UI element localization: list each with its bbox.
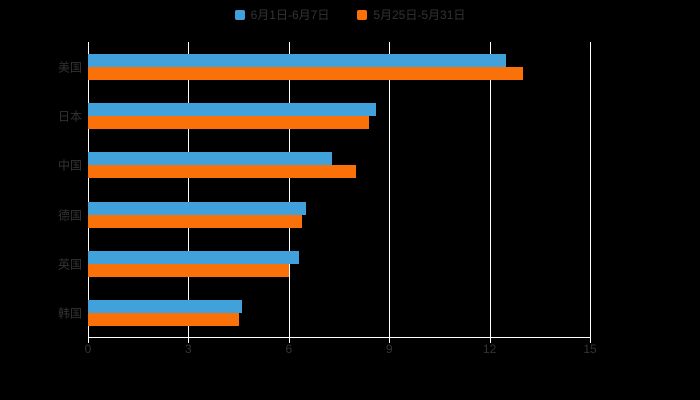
y-axis-labels: 美国日本中国德国英国韩国 — [0, 42, 82, 338]
gridline — [590, 42, 591, 338]
x-axis-tick-label: 15 — [583, 342, 597, 356]
legend-label: 6月1日-6月7日 — [250, 8, 330, 22]
gridline — [288, 42, 290, 338]
x-axis-tick-label: 12 — [482, 342, 497, 356]
bar-series0-美国 — [88, 53, 507, 67]
gridline — [489, 42, 491, 338]
x-axis-tick-label: 6 — [285, 342, 293, 356]
bar-series1-韩国 — [88, 313, 239, 327]
x-axis-tick — [88, 338, 89, 343]
bar-series1-德国 — [88, 214, 303, 228]
y-axis-category-label: 美国 — [57, 60, 82, 75]
legend-item-series-0[interactable]: 6月1日-6月7日 — [234, 6, 330, 23]
x-axis-tick — [288, 338, 290, 343]
legend-label: 5月25日-5月31日 — [373, 8, 466, 22]
x-axis-tick-label: 3 — [185, 342, 192, 356]
y-axis-category-label: 韩国 — [57, 306, 82, 321]
legend-item-series-1[interactable]: 5月25日-5月31日 — [357, 6, 465, 23]
bar-series0-中国 — [88, 152, 333, 166]
x-axis-tick-labels: 0 3 6 9 12 15 — [84, 342, 597, 358]
bar-series1-日本 — [88, 116, 370, 129]
x-axis-line — [88, 337, 591, 338]
gridline — [88, 42, 89, 338]
gridline — [389, 42, 391, 338]
x-axis-tick — [590, 338, 591, 343]
bar-series1-英国 — [88, 264, 289, 277]
bar-series0-韩国 — [88, 300, 242, 314]
bar-series0-日本 — [88, 103, 376, 116]
bar-series1-中国 — [88, 165, 356, 179]
x-axis-tick-label: 9 — [385, 342, 393, 356]
y-axis-category-label: 中国 — [57, 158, 82, 173]
x-axis-tick — [489, 338, 491, 343]
bar-series0-英国 — [88, 251, 299, 264]
legend: 6月1日-6月7日 5月25日-5月31日 — [0, 6, 700, 23]
y-axis-category-label: 日本 — [57, 109, 82, 124]
bar-series1-美国 — [88, 66, 524, 80]
gridline — [188, 42, 190, 338]
legend-marker-icon — [357, 9, 368, 20]
legend-marker-icon — [234, 9, 245, 20]
bar-series0-德国 — [88, 201, 306, 215]
x-axis-tick-label: 0 — [84, 342, 92, 356]
x-axis-tick — [389, 338, 391, 343]
y-axis-category-label: 英国 — [57, 257, 82, 272]
plot-area — [88, 42, 591, 343]
x-axis-tick — [188, 338, 190, 343]
y-axis-category-label: 德国 — [57, 208, 82, 223]
